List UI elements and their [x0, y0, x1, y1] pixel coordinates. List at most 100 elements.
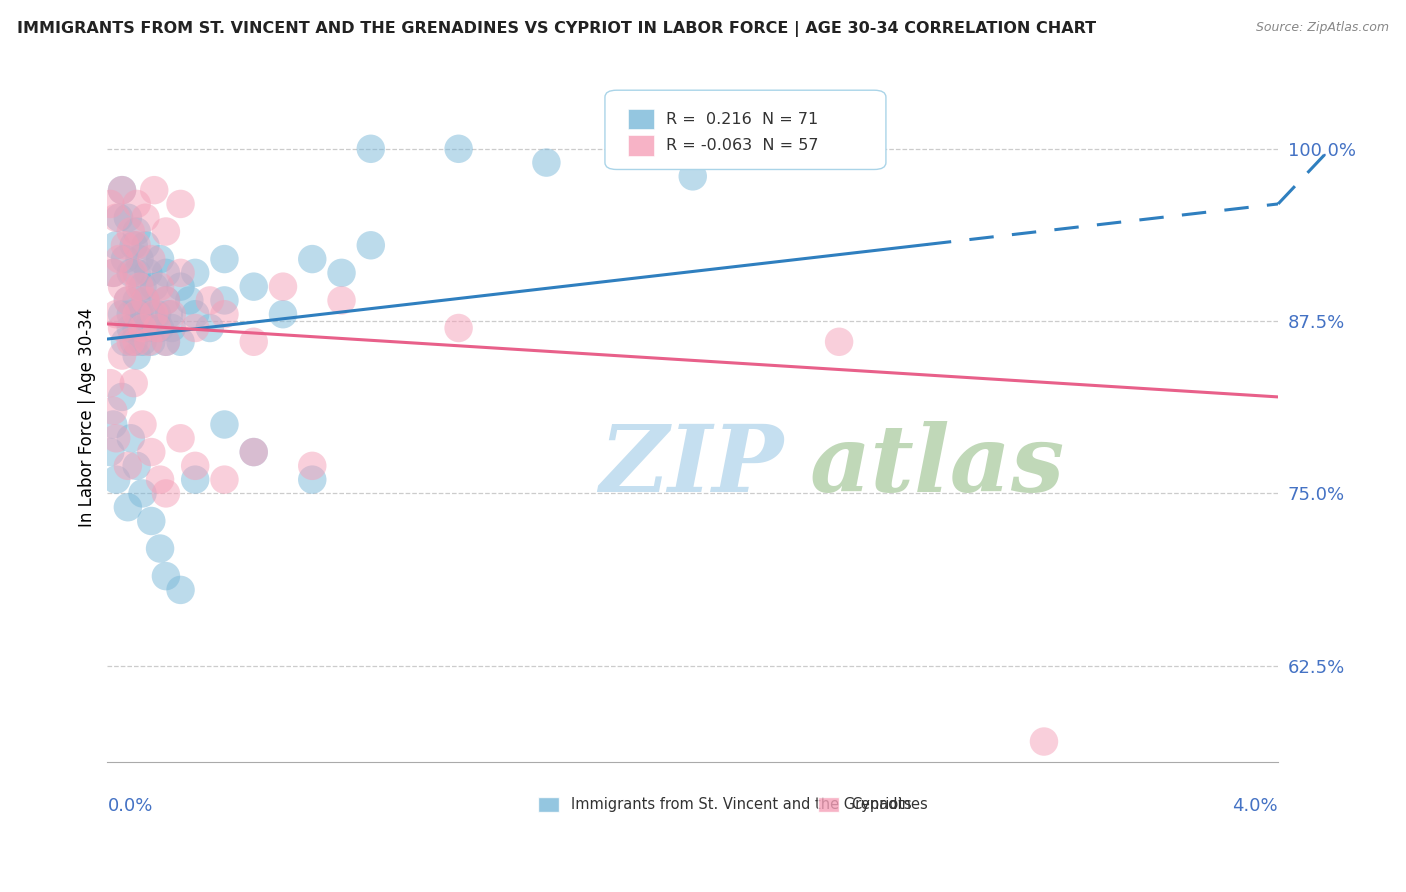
Point	[184, 458, 207, 473]
Point	[103, 403, 125, 417]
Point	[155, 293, 177, 308]
Point	[111, 307, 134, 321]
Point	[128, 279, 150, 293]
Point	[108, 252, 131, 266]
Point	[105, 473, 128, 487]
Point	[131, 321, 153, 335]
FancyBboxPatch shape	[628, 135, 654, 156]
Point	[184, 321, 207, 335]
Point	[125, 334, 148, 349]
Point	[141, 307, 163, 321]
Point	[301, 473, 323, 487]
Point	[122, 266, 145, 280]
Point	[128, 252, 150, 266]
Point	[122, 334, 145, 349]
Point	[117, 293, 139, 308]
Point	[125, 238, 148, 252]
Point	[125, 225, 148, 239]
Point	[160, 321, 183, 335]
Point	[120, 321, 142, 335]
Point	[114, 252, 136, 266]
Point	[536, 155, 558, 169]
FancyBboxPatch shape	[538, 797, 560, 812]
FancyBboxPatch shape	[628, 109, 654, 129]
Point	[120, 334, 142, 349]
Point	[198, 321, 221, 335]
Point	[141, 252, 163, 266]
Point	[447, 321, 470, 335]
Point	[111, 279, 134, 293]
Point	[134, 211, 156, 225]
Point	[125, 349, 148, 363]
Point	[131, 334, 153, 349]
Point	[301, 252, 323, 266]
Point	[160, 307, 183, 321]
Point	[117, 293, 139, 308]
Point	[120, 225, 142, 239]
Point	[134, 238, 156, 252]
Point	[134, 293, 156, 308]
Point	[155, 293, 177, 308]
Text: 4.0%: 4.0%	[1233, 797, 1278, 814]
Point	[157, 307, 180, 321]
Point	[155, 334, 177, 349]
Point	[214, 252, 236, 266]
Point	[138, 266, 160, 280]
Point	[111, 183, 134, 197]
Point	[169, 279, 191, 293]
Point	[120, 431, 142, 445]
Point	[103, 266, 125, 280]
Point	[117, 458, 139, 473]
Point	[141, 445, 163, 459]
Text: atlas: atlas	[810, 421, 1066, 511]
Text: IMMIGRANTS FROM ST. VINCENT AND THE GRENADINES VS CYPRIOT IN LABOR FORCE | AGE 3: IMMIGRANTS FROM ST. VINCENT AND THE GREN…	[17, 21, 1097, 37]
Point	[682, 169, 704, 184]
Point	[214, 417, 236, 432]
Point	[114, 334, 136, 349]
Point	[125, 266, 148, 280]
Point	[146, 307, 169, 321]
Point	[198, 293, 221, 308]
Point	[169, 582, 191, 597]
Point	[214, 307, 236, 321]
Text: 0.0%: 0.0%	[107, 797, 153, 814]
Point	[184, 266, 207, 280]
Point	[122, 376, 145, 391]
Point	[111, 390, 134, 404]
Point	[146, 321, 169, 335]
Point	[360, 142, 382, 156]
Point	[169, 266, 191, 280]
Point	[125, 458, 148, 473]
Point	[108, 211, 131, 225]
Point	[169, 431, 191, 445]
Point	[1033, 734, 1056, 748]
Point	[138, 321, 160, 335]
Point	[103, 417, 125, 432]
Point	[143, 183, 166, 197]
Point	[828, 334, 851, 349]
Point	[111, 321, 134, 335]
Point	[111, 183, 134, 197]
Point	[155, 486, 177, 500]
Text: R =  0.216  N = 71: R = 0.216 N = 71	[666, 112, 818, 127]
Point	[155, 266, 177, 280]
Point	[117, 211, 139, 225]
Point	[242, 279, 264, 293]
Point	[105, 307, 128, 321]
Point	[125, 293, 148, 308]
Point	[271, 307, 294, 321]
Point	[105, 238, 128, 252]
Point	[242, 445, 264, 459]
Point	[98, 197, 121, 211]
Point	[98, 376, 121, 391]
Point	[131, 279, 153, 293]
Point	[149, 321, 172, 335]
Point	[125, 321, 148, 335]
Point	[169, 334, 191, 349]
Point	[120, 307, 142, 321]
Y-axis label: In Labor Force | Age 30-34: In Labor Force | Age 30-34	[79, 308, 96, 527]
Point	[214, 293, 236, 308]
Point	[105, 431, 128, 445]
FancyBboxPatch shape	[605, 90, 886, 169]
Point	[105, 211, 128, 225]
